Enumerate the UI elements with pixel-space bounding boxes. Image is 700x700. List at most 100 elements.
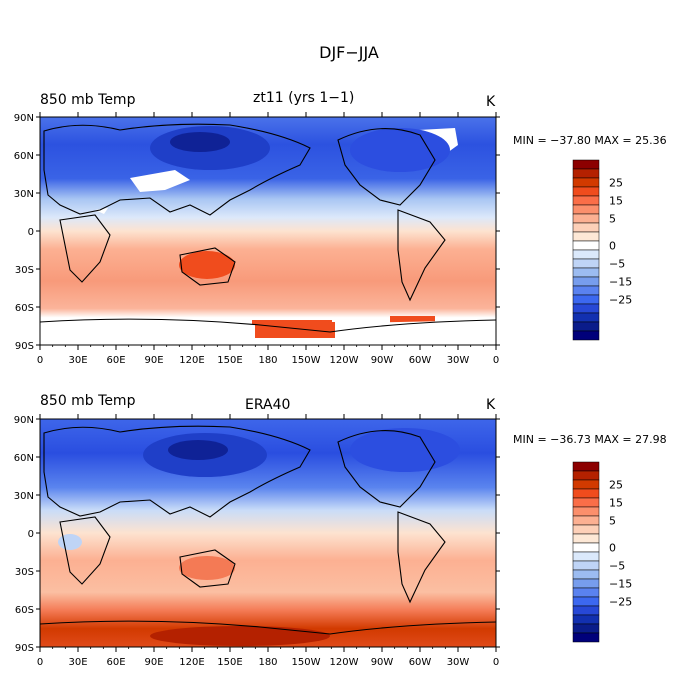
panel-bottom-map: [40, 419, 496, 647]
lon-tick-label: 30W: [447, 657, 470, 668]
lon-tick-label: 30E: [68, 355, 87, 366]
colorbar-swatch: [572, 168, 600, 179]
colorbar-swatch: [572, 515, 600, 526]
lat-tick-label: 30N: [14, 189, 34, 200]
lon-tick-label: 120W: [330, 657, 359, 668]
lon-tick-label: 90E: [144, 657, 163, 668]
lon-tick-label: 0: [37, 355, 43, 366]
colorbar-label: −5: [609, 258, 625, 271]
colorbar-swatch: [572, 258, 600, 269]
lon-tick-label: 150W: [292, 355, 321, 366]
panel-top-lat-axis: 90N 60N 30N 0 30S 60S 90S: [14, 113, 500, 352]
colorbar-label: −15: [609, 276, 632, 289]
panel-bottom-colorbar: 25 15 5 0 −5 −15 −25: [572, 461, 632, 643]
colorbar-swatch: [572, 330, 600, 341]
colorbar-swatch: [572, 533, 600, 544]
lon-tick-label: 150E: [217, 657, 242, 668]
lon-tick-label: 60W: [409, 355, 432, 366]
colorbar-swatch: [572, 470, 600, 481]
colorbar-label: −5: [609, 560, 625, 573]
lat-tick-label: 60N: [14, 151, 34, 162]
panel-bottom-case-label: ERA40: [245, 397, 290, 413]
colorbar-label: 5: [609, 515, 616, 528]
colorbar-swatch: [572, 623, 600, 634]
panel-top-colorbar: 25 15 5 0 −5 −15 −25: [572, 159, 632, 341]
colorbar-swatch: [572, 488, 600, 499]
panel-bottom-field-label: 850 mb Temp: [40, 393, 136, 409]
lat-tick-label: 90N: [14, 415, 34, 426]
colorbar-label: −25: [609, 294, 632, 307]
lon-tick-label: 90W: [371, 355, 394, 366]
lon-tick-label: 30W: [447, 355, 470, 366]
colorbar-swatch: [572, 569, 600, 580]
colorbar-swatch: [572, 285, 600, 296]
lon-tick-label: 150E: [217, 355, 242, 366]
panel-top: 850 mb Temp zt11 (yrs 1−1) K: [14, 90, 667, 366]
lon-tick-label: 180: [258, 355, 277, 366]
lat-tick-label: 60S: [15, 303, 34, 314]
lat-tick-label: 90S: [15, 341, 34, 352]
lon-tick-label: 60E: [106, 355, 125, 366]
panel-bottom-stats: MIN = −36.73 MAX = 27.98: [513, 433, 667, 446]
colorbar-swatch: [572, 213, 600, 224]
lon-tick-label: 0: [37, 657, 43, 668]
panel-top-field-label: 850 mb Temp: [40, 92, 136, 108]
panel-top-map: [40, 117, 496, 345]
main-title: DJF−JJA: [319, 43, 379, 62]
colorbar-swatch: [572, 294, 600, 305]
colorbar-swatch: [572, 240, 600, 251]
colorbar-label: −15: [609, 578, 632, 591]
colorbar-swatch: [572, 195, 600, 206]
panel-bottom-lon-axis: 0 30E 60E 90E 120E 150E 180 150W 120W 90W 60W 30W 0: [37, 414, 499, 668]
colorbar-swatch: [572, 276, 600, 287]
panel-bottom-units-label: K: [486, 397, 496, 413]
colorbar-swatch: [572, 587, 600, 598]
colorbar-swatch: [572, 321, 600, 332]
lat-tick-label: 30S: [15, 265, 34, 276]
colorbar-label: 25: [609, 479, 623, 492]
panel-top-stats: MIN = −37.80 MAX = 25.36: [513, 134, 667, 147]
panel-bottom: 850 mb Temp ERA40 K MIN = −36.73 MAX = 2…: [14, 393, 667, 668]
colorbar-swatch: [572, 479, 600, 490]
lat-tick-label: 0: [28, 529, 34, 540]
lon-tick-label: 0: [493, 355, 499, 366]
colorbar-swatch: [572, 249, 600, 260]
lat-tick-label: 30N: [14, 491, 34, 502]
colorbar-swatch: [572, 186, 600, 197]
colorbar-swatch: [572, 578, 600, 589]
colorbar-swatch: [572, 497, 600, 508]
lat-tick-label: 30S: [15, 567, 34, 578]
colorbar-swatch: [572, 632, 600, 643]
colorbar-label: 0: [609, 240, 616, 253]
lat-tick-label: 60N: [14, 453, 34, 464]
panel-top-case-label: zt11 (yrs 1−1): [253, 90, 354, 106]
colorbar-label: 15: [609, 497, 623, 510]
panel-top-lon-axis: 0 30E 60E 90E 120E 150E 180 150W 120W 90W 60W 30W 0: [37, 112, 499, 366]
lat-tick-label: 90N: [14, 113, 34, 124]
colorbar-swatch: [572, 267, 600, 278]
colorbar-swatch: [572, 204, 600, 215]
lon-tick-label: 90E: [144, 355, 163, 366]
colorbar-swatch: [572, 303, 600, 314]
lon-tick-label: 150W: [292, 657, 321, 668]
colorbar-swatch: [572, 605, 600, 616]
lat-tick-label: 90S: [15, 643, 34, 654]
lon-tick-label: 30E: [68, 657, 87, 668]
panel-bottom-lat-axis: 90N 60N 30N 0 30S 60S 90S: [14, 415, 500, 654]
colorbar-swatch: [572, 312, 600, 323]
colorbar-swatch: [572, 231, 600, 242]
lon-tick-label: 120E: [179, 657, 204, 668]
colorbar-swatch: [572, 542, 600, 553]
colorbar-swatch: [572, 560, 600, 571]
colorbar-swatch: [572, 551, 600, 562]
colorbar-label: 5: [609, 213, 616, 226]
colorbar-label: −25: [609, 596, 632, 609]
lon-tick-label: 0: [493, 657, 499, 668]
lon-tick-label: 60E: [106, 657, 125, 668]
colorbar-swatch: [572, 614, 600, 625]
colorbar-swatch: [572, 524, 600, 535]
colorbar-swatch: [572, 596, 600, 607]
colorbar-swatch: [572, 506, 600, 517]
lon-tick-label: 180: [258, 657, 277, 668]
